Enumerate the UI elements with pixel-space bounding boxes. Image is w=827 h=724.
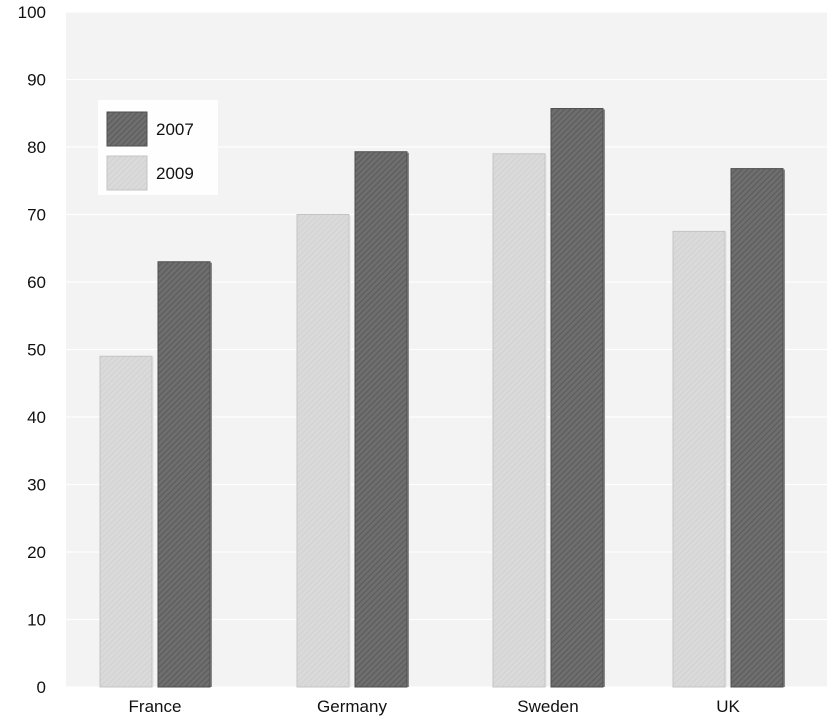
y-tick-label: 50 (27, 341, 46, 360)
y-tick-label: 70 (27, 206, 46, 225)
y-tick-label: 0 (37, 678, 46, 697)
legend-swatch-2007 (106, 111, 148, 147)
legend-label-2007: 2007 (156, 120, 194, 139)
bar-2009-uk (672, 230, 726, 688)
y-tick-label: 80 (27, 138, 46, 157)
x-axis-tick-labels: France Germany Sweden UK (129, 697, 741, 716)
y-tick-label: 40 (27, 408, 46, 427)
bars (99, 108, 785, 688)
bar-2007-uk (730, 168, 784, 688)
bar-2009-france (99, 355, 153, 688)
y-tick-label: 100 (18, 3, 46, 22)
y-tick-label: 10 (27, 611, 46, 630)
x-tick-label: France (129, 697, 182, 716)
bar-2009-sweden (492, 153, 546, 688)
y-axis-tick-labels: 0 10 20 30 40 50 60 70 80 90 100 (18, 3, 46, 697)
legend-label-2009: 2009 (156, 164, 194, 183)
legend-swatch-2009 (106, 155, 148, 191)
bar-2007-france (157, 261, 211, 688)
y-tick-label: 20 (27, 543, 46, 562)
y-tick-label: 90 (27, 71, 46, 90)
x-tick-label: Sweden (517, 697, 578, 716)
legend: 2007 2009 (98, 100, 218, 195)
y-tick-label: 30 (27, 476, 46, 495)
bar-2007-germany (354, 151, 408, 688)
y-tick-label: 60 (27, 273, 46, 292)
bar-2009-germany (296, 214, 350, 688)
bar-2007-sweden (550, 108, 604, 688)
x-tick-label: UK (716, 697, 740, 716)
x-tick-label: Germany (317, 697, 387, 716)
